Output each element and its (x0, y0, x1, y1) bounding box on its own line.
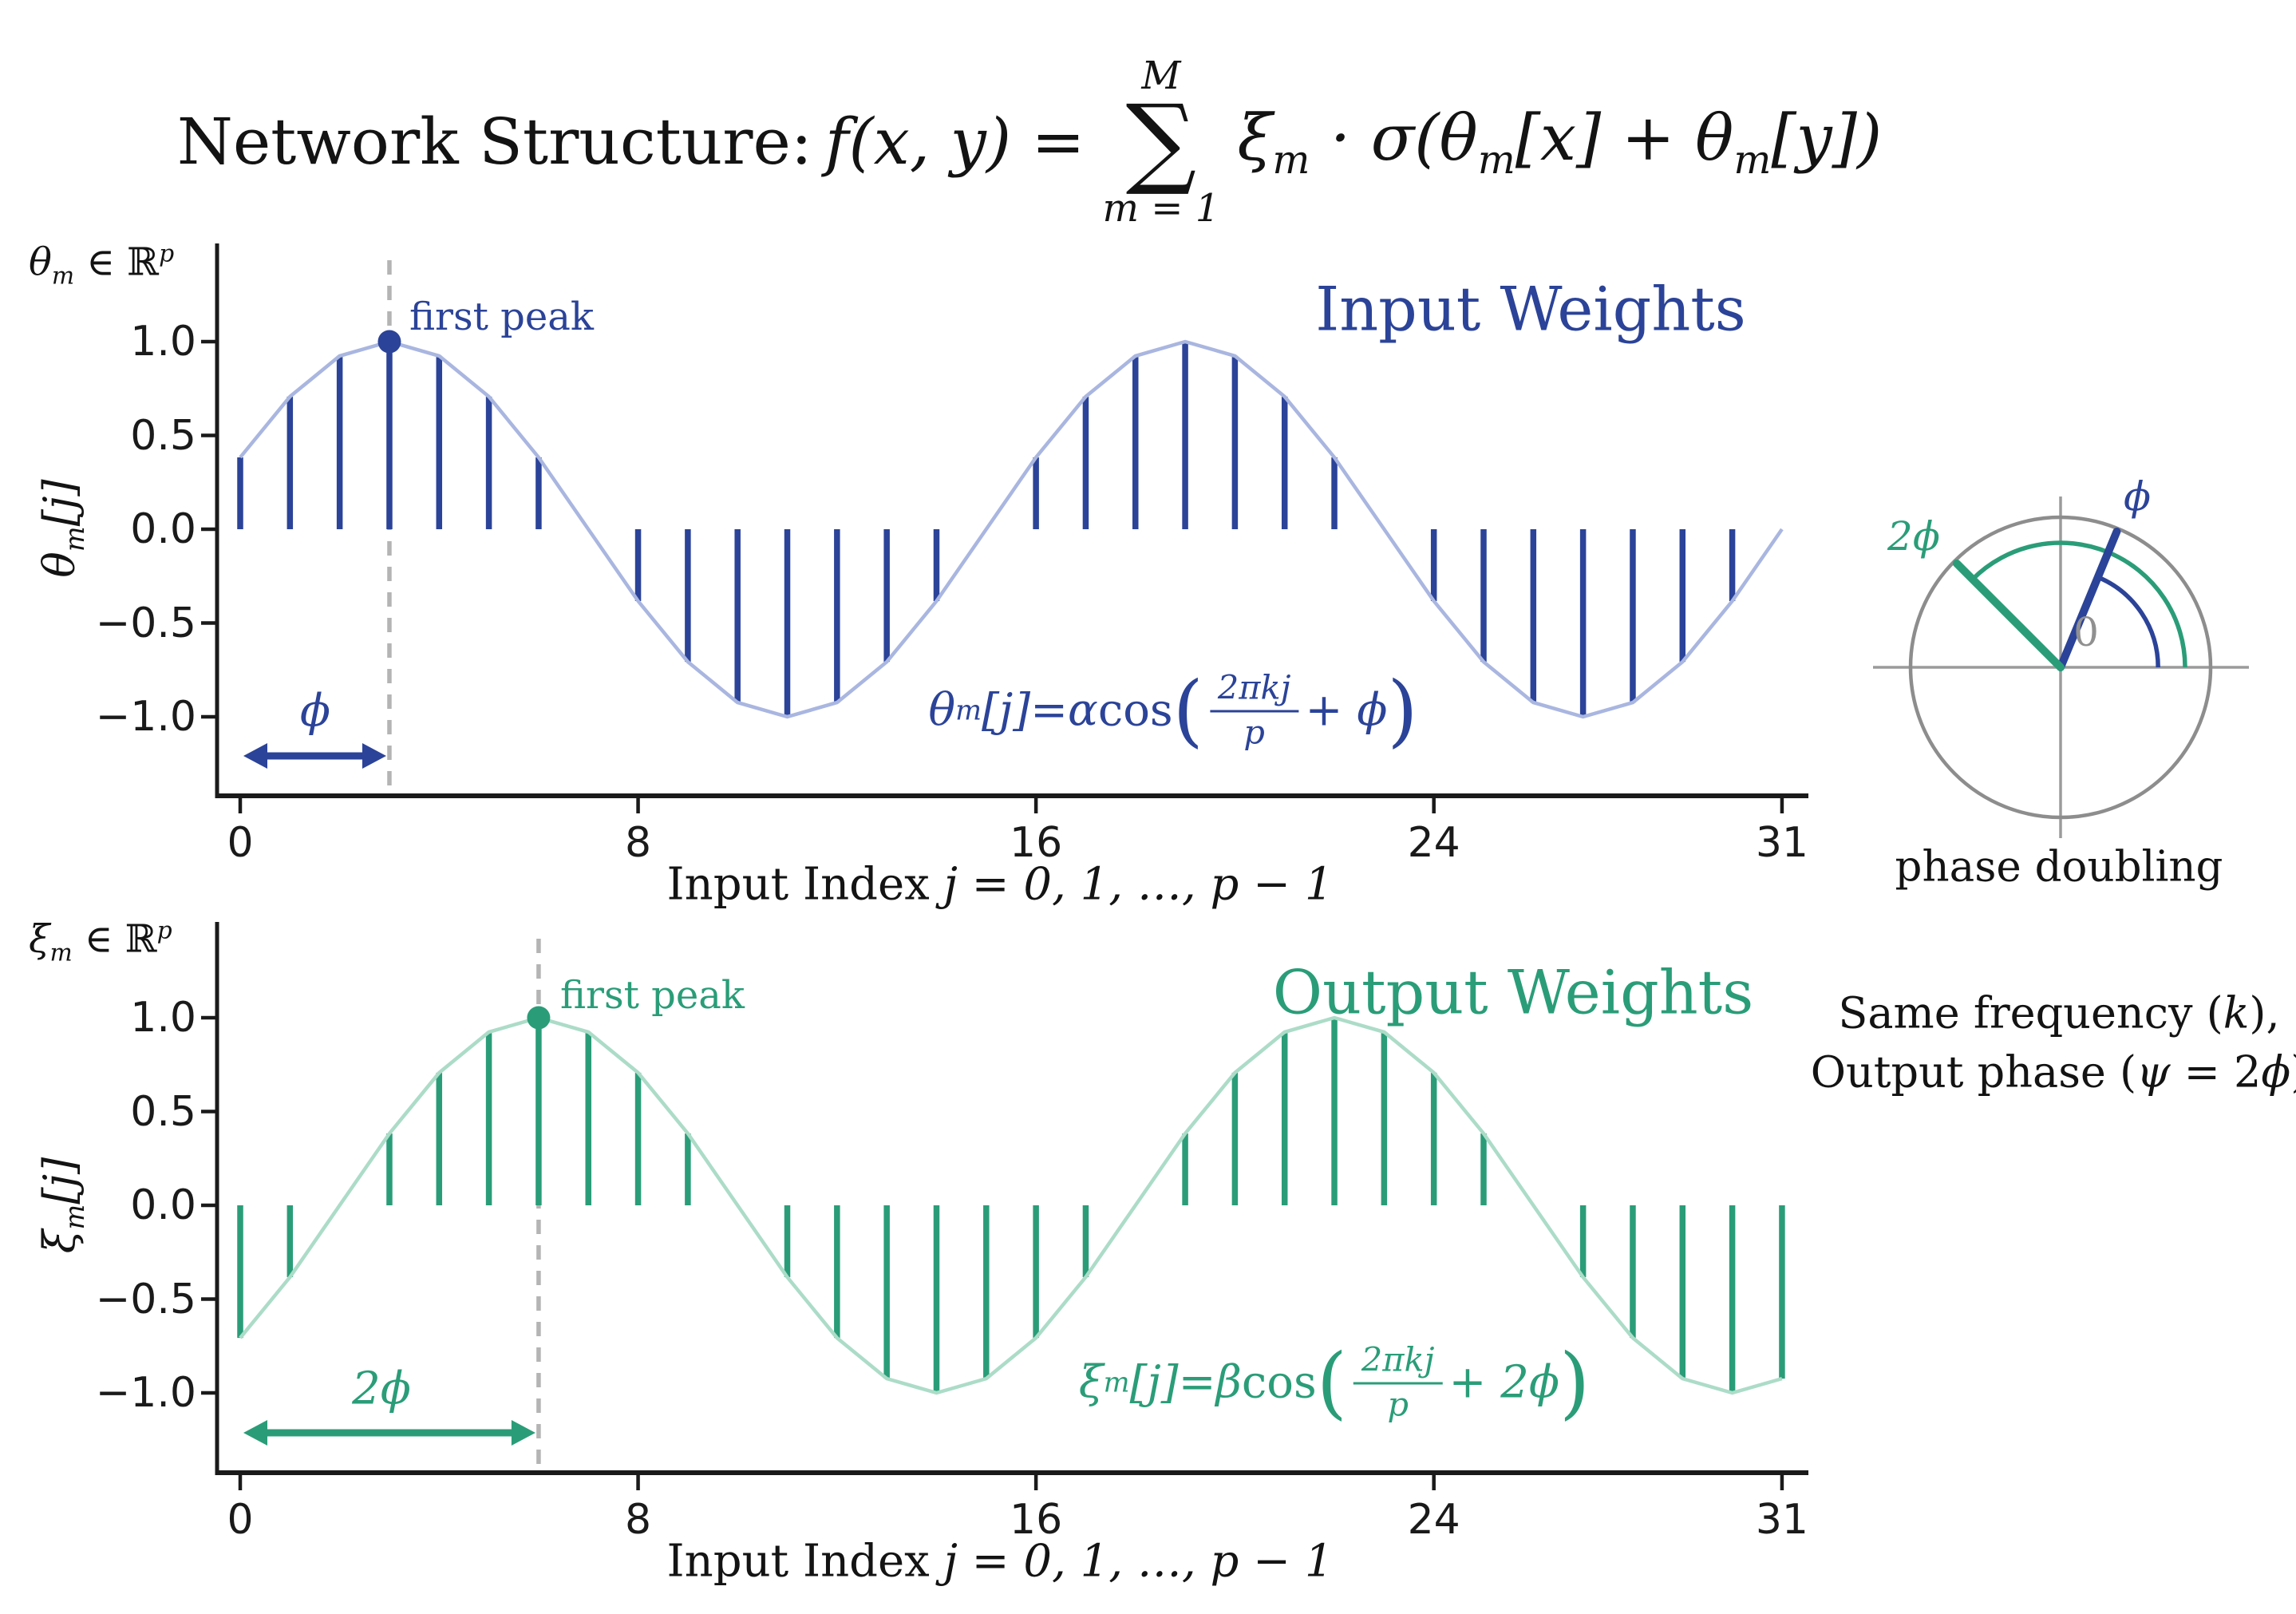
output-weights-phase-arrow-right-head (511, 1420, 535, 1446)
bottom-formula: ξ m [j] = β cos(2πkj p + 2ϕ) (1078, 1337, 1591, 1428)
phase-radius-line-0 (2057, 528, 2121, 671)
input-weights-envelope-line (239, 339, 1784, 719)
bottom-plot-title: Output Weights (1272, 956, 1754, 1028)
output-weights-y-tick-label: 0.0 (130, 1181, 196, 1229)
phase-circle-diagram (1873, 496, 2249, 838)
input-weights-x-tick-label: 16 (1010, 819, 1063, 867)
input-weights-plot (201, 243, 1808, 813)
output-weights-envelope-line (239, 1015, 1783, 1395)
input-weights-x-tick-label: 8 (625, 819, 652, 867)
circle-two-phi-label: 2ϕ (1887, 513, 1940, 560)
output-weights-y-tick-label: −0.5 (95, 1275, 196, 1323)
input-weights-y-tick-label: −0.5 (95, 599, 196, 647)
bottom-x-axis-label: Input Index j = 0, 1, …, p − 1 (666, 1535, 1334, 1588)
top-corner-label: θm ∈ ℝp (29, 239, 175, 291)
top-plot-title: Input Weights (1315, 273, 1746, 345)
input-weights-y-tick-label: 0.0 (130, 505, 196, 553)
note-line-1: Same frequency (k), (1838, 987, 2280, 1038)
sum-lower-limit: m = 1 (1102, 185, 1220, 231)
bottom-phase-arrow-label: 2ϕ (352, 1363, 411, 1415)
note-line-2: Output phase (ψ = 2ϕ) (1810, 1046, 2296, 1098)
phase-doubling-caption: phase doubling (1895, 842, 2223, 892)
input-weights-x-tick-label: 0 (227, 819, 254, 867)
circle-zero-label: 0 (2073, 609, 2099, 655)
output-weights-y-tick-label: −1.0 (95, 1369, 196, 1417)
title-fxy: f(x, y) = (824, 105, 1085, 180)
fraction: 2πkj p (1209, 671, 1299, 750)
output-weights-phase-arrow-left-head (243, 1420, 267, 1446)
top-phase-arrow-label: ϕ (299, 685, 331, 738)
input-weights-phase-arrow-left-head (243, 743, 267, 769)
output-weights-x-tick-label: 31 (1755, 1496, 1808, 1544)
input-weights-phase-arrow-right-head (362, 743, 386, 769)
unit-circle (1908, 515, 2213, 820)
summation-symbol: M ∑ m = 1 (1103, 57, 1220, 227)
input-weights-y-tick-label: 1.0 (130, 318, 196, 366)
input-weights-x-tick-label: 31 (1755, 819, 1808, 867)
top-formula: θ m [j] = α cos(2πkj p + ϕ) (928, 665, 1418, 756)
phase-radius-line-1 (1952, 559, 2065, 671)
fraction: 2πkj p (1353, 1343, 1443, 1422)
input-weights-x-tick-label: 24 (1407, 819, 1460, 867)
top-first-peak-label: first peak (409, 295, 594, 339)
title-rhs: ξm · σ(θm[x] + θm[y]) (1237, 101, 1883, 184)
output-weights-x-tick-label: 0 (227, 1496, 254, 1544)
output-weights-plot (201, 922, 1808, 1490)
circle-phi-label: ϕ (2123, 473, 2152, 520)
top-x-axis-label: Input Index j = 0, 1, …, p − 1 (666, 858, 1334, 911)
input-weights-first-peak-dot (377, 330, 401, 354)
output-weights-first-peak-dot (527, 1006, 551, 1030)
sigma-glyph: ∑ (1125, 84, 1197, 200)
output-weights-x-tick-label: 24 (1407, 1496, 1460, 1544)
input-weights-y-tick-label: 0.5 (130, 411, 196, 460)
output-weights-x-tick-label: 8 (625, 1496, 652, 1544)
output-weights-y-tick-label: 0.5 (130, 1087, 196, 1136)
input-weights-y-tick-label: −1.0 (95, 693, 196, 741)
output-weights-x-tick-label: 16 (1010, 1496, 1063, 1544)
title-text: Network Structure: (176, 105, 812, 180)
output-weights-y-tick-label: 1.0 (130, 994, 196, 1042)
bottom-corner-label: ξm ∈ ℝp (29, 916, 172, 967)
phase-arc-0 (2096, 575, 2160, 668)
bottom-first-peak-label: first peak (560, 973, 745, 1018)
figure-title: Network Structure: f(x, y) = M ∑ m = 1 ξ… (177, 57, 1882, 227)
sum-upper-limit: M (1141, 53, 1181, 99)
